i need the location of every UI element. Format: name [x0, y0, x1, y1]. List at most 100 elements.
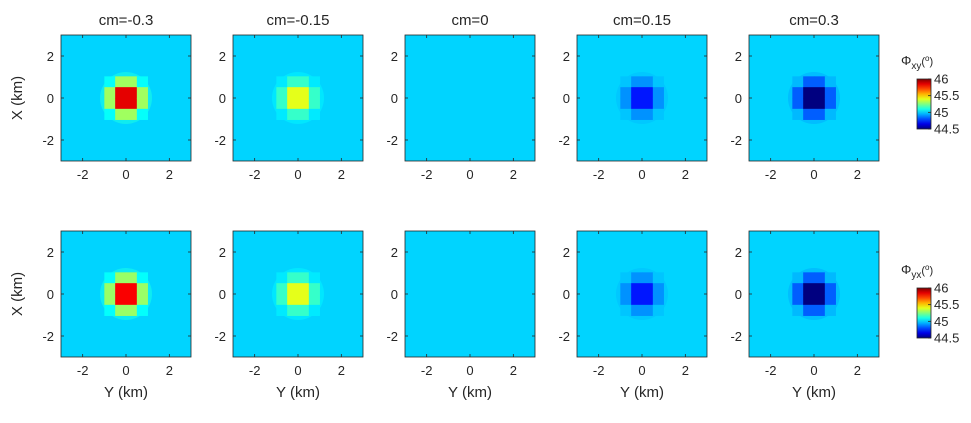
y-tick-label: 2	[563, 245, 570, 260]
heatmap-cell	[803, 98, 815, 110]
colorbar-tick-label: 46	[934, 281, 948, 296]
anomaly-cells	[616, 268, 668, 320]
heatmap-cell	[642, 294, 654, 306]
heatmap-cell	[631, 108, 643, 120]
y-tick-label: -2	[730, 133, 742, 148]
subplot-title: cm=0.3	[789, 12, 839, 29]
heatmap-cell	[104, 108, 116, 120]
x-tick-label: -2	[593, 363, 605, 378]
anomaly-cells	[788, 72, 840, 124]
x-tick-label: 2	[854, 167, 861, 182]
heatmap-cell	[298, 304, 310, 316]
colorbar-tick-label: 45	[934, 314, 948, 329]
subplot-r2-c1: -2 0 2 -2 0 2 Y (km) X (km)	[9, 230, 192, 401]
heatmap-cell	[126, 108, 138, 120]
colorbar-unit-degree: o	[925, 263, 930, 272]
heatmap-cell	[287, 108, 299, 120]
subplot-title: cm=0.15	[613, 12, 671, 29]
heatmap-cell	[308, 108, 320, 120]
x-tick-label: -2	[249, 363, 261, 378]
heatmap-cell	[126, 283, 138, 295]
heatmap-cell	[642, 283, 654, 295]
heatmap-cell	[115, 76, 127, 88]
x-tick-label: 0	[294, 167, 301, 182]
colorbar-symbol: Φ	[901, 262, 911, 277]
heatmap-cell	[642, 76, 654, 88]
heatmap-cell	[631, 304, 643, 316]
x-axis-label: Y (km)	[448, 384, 492, 401]
anomaly-cells	[100, 72, 152, 124]
heatmap-cell	[104, 294, 116, 306]
x-tick-label: -2	[765, 167, 777, 182]
colorbar-title: Φyx(o)	[901, 262, 933, 281]
y-tick-label: -2	[42, 329, 54, 344]
heatmap-cell	[631, 87, 643, 99]
heatmap-cell	[792, 272, 804, 284]
y-tick-label: 2	[563, 49, 570, 64]
x-axis-label: Y (km)	[620, 384, 664, 401]
heatmap-cell	[308, 87, 320, 99]
heatmap-cell	[276, 76, 288, 88]
heatmap-cell	[792, 98, 804, 110]
heatmap-cell	[814, 87, 826, 99]
y-tick-label: -2	[386, 133, 398, 148]
heatmap-cell	[792, 283, 804, 295]
heatmap-cell	[298, 108, 310, 120]
subplot-r2-c3: -2 0 2 -2 0 2 Y (km)	[386, 230, 536, 401]
colorbar-tick-label: 44.5	[934, 122, 959, 137]
y-tick-label: -2	[42, 133, 54, 148]
heatmap-cell	[824, 76, 836, 88]
y-tick-label: 0	[735, 91, 742, 106]
colorbar-gradient	[916, 78, 932, 130]
heatmap-cell	[308, 283, 320, 295]
heatmap-cell	[115, 98, 127, 110]
colorbar-unit-degree: o	[925, 54, 930, 63]
heatmap-cell	[104, 76, 116, 88]
heatmap-cell	[308, 272, 320, 284]
x-axis-label: Y (km)	[276, 384, 320, 401]
heatmap-cell	[824, 98, 836, 110]
heatmap-cell	[104, 87, 116, 99]
heatmap-cell	[126, 304, 138, 316]
y-tick-label: 0	[219, 91, 226, 106]
heatmap-cell	[824, 108, 836, 120]
colorbar-subscript: yx	[911, 270, 921, 281]
heatmap-cell	[824, 283, 836, 295]
heatmap-cell	[824, 87, 836, 99]
x-tick-label: 2	[682, 167, 689, 182]
colorbar-tick-label: 46	[934, 72, 948, 87]
heatmap-cell	[287, 304, 299, 316]
y-tick-label: -2	[558, 133, 570, 148]
y-tick-label: 0	[47, 91, 54, 106]
y-tick-label: 2	[735, 245, 742, 260]
subplot-title: cm=-0.15	[267, 12, 330, 29]
heatmap-cell	[136, 283, 148, 295]
heatmap-cell	[803, 87, 815, 99]
heatmap-cell	[104, 98, 116, 110]
heatmap-cell	[136, 108, 148, 120]
colorbar-tick-label: 44.5	[934, 331, 959, 346]
y-tick-label: 0	[391, 287, 398, 302]
heatmap-cell	[136, 87, 148, 99]
y-tick-label: 2	[47, 49, 54, 64]
anomaly-cells	[272, 268, 324, 320]
x-tick-label: 0	[122, 363, 129, 378]
colorbar-symbol: Φ	[901, 53, 911, 68]
x-tick-label: 0	[466, 167, 473, 182]
heatmap-cell	[642, 98, 654, 110]
x-tick-label: -2	[765, 363, 777, 378]
heatmap-cell	[276, 87, 288, 99]
x-tick-label: 2	[510, 167, 517, 182]
colorbar-tick-label: 45	[934, 105, 948, 120]
colorbar-unit-close: )	[930, 265, 934, 277]
x-tick-label: -2	[593, 167, 605, 182]
y-tick-label: 2	[735, 49, 742, 64]
anomaly-cells	[272, 72, 324, 124]
heatmap-cell	[136, 76, 148, 88]
subplot-r2-c2: -2 0 2 -2 0 2 Y (km)	[214, 230, 364, 401]
x-tick-label: 0	[466, 363, 473, 378]
heatmap-cell	[803, 108, 815, 120]
heatmap-cell	[115, 283, 127, 295]
heatmap-cell	[631, 283, 643, 295]
